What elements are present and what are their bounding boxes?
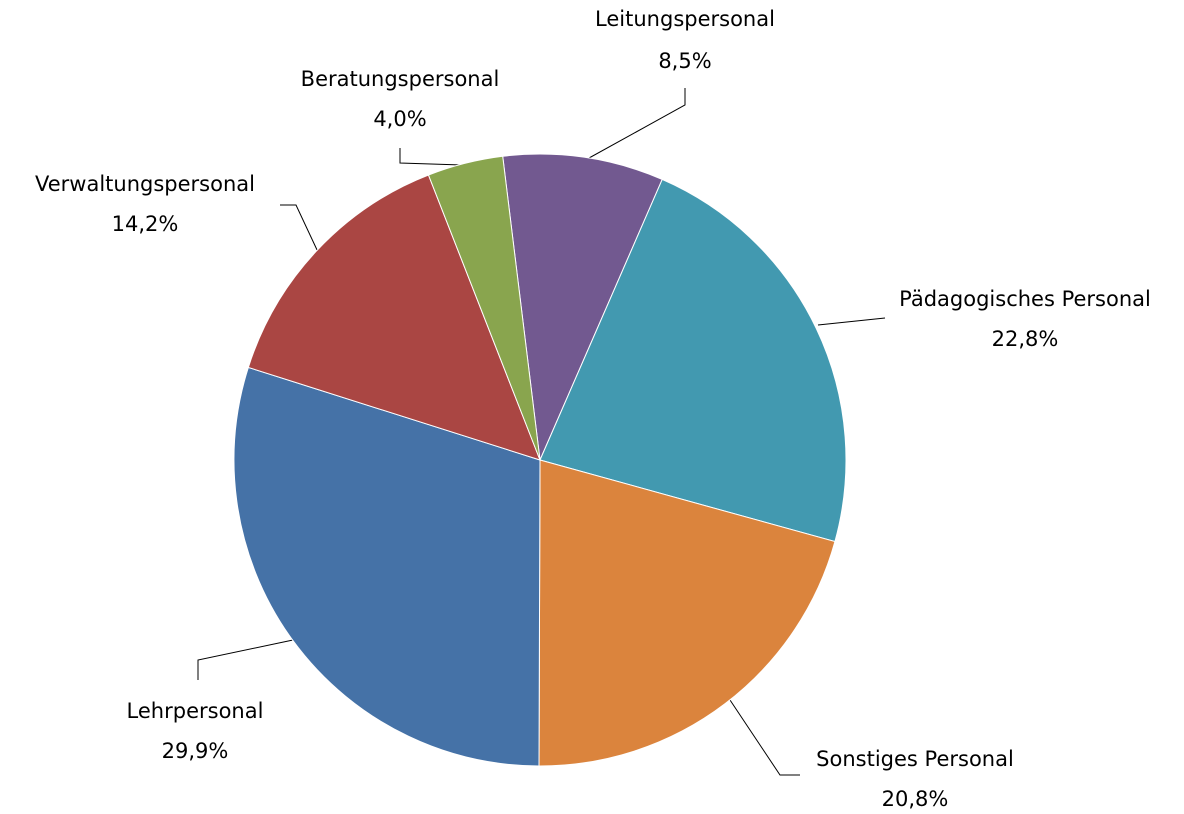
value-label: 22,8% [992, 327, 1059, 351]
pie-slice [233, 366, 541, 767]
slice-label: Beratungspersonal [301, 67, 500, 91]
leader-line [579, 88, 686, 164]
leader-line [817, 317, 886, 326]
value-label: 20,8% [882, 787, 949, 811]
leader-line [280, 204, 319, 253]
leader-line [399, 148, 463, 166]
slice-label: Sonstiges Personal [816, 747, 1014, 771]
slice-label: Leitungspersonal [595, 7, 775, 31]
slice-label: Lehrpersonal [127, 699, 264, 723]
leader-lines [197, 88, 886, 776]
leader-line [729, 699, 800, 776]
value-label: 29,9% [162, 739, 229, 763]
pie-slice [502, 153, 663, 462]
pie-slice [247, 174, 541, 461]
value-label: 14,2% [112, 212, 179, 236]
pie-slice [538, 459, 836, 767]
pie-slice [539, 178, 847, 543]
value-label: 4,0% [373, 107, 426, 131]
pie-slice [427, 155, 541, 461]
leader-line [197, 639, 294, 680]
slice-label: Verwaltungspersonal [35, 172, 255, 196]
slice-label: Pädagogisches Personal [899, 287, 1151, 311]
value-label: 8,5% [658, 49, 711, 73]
